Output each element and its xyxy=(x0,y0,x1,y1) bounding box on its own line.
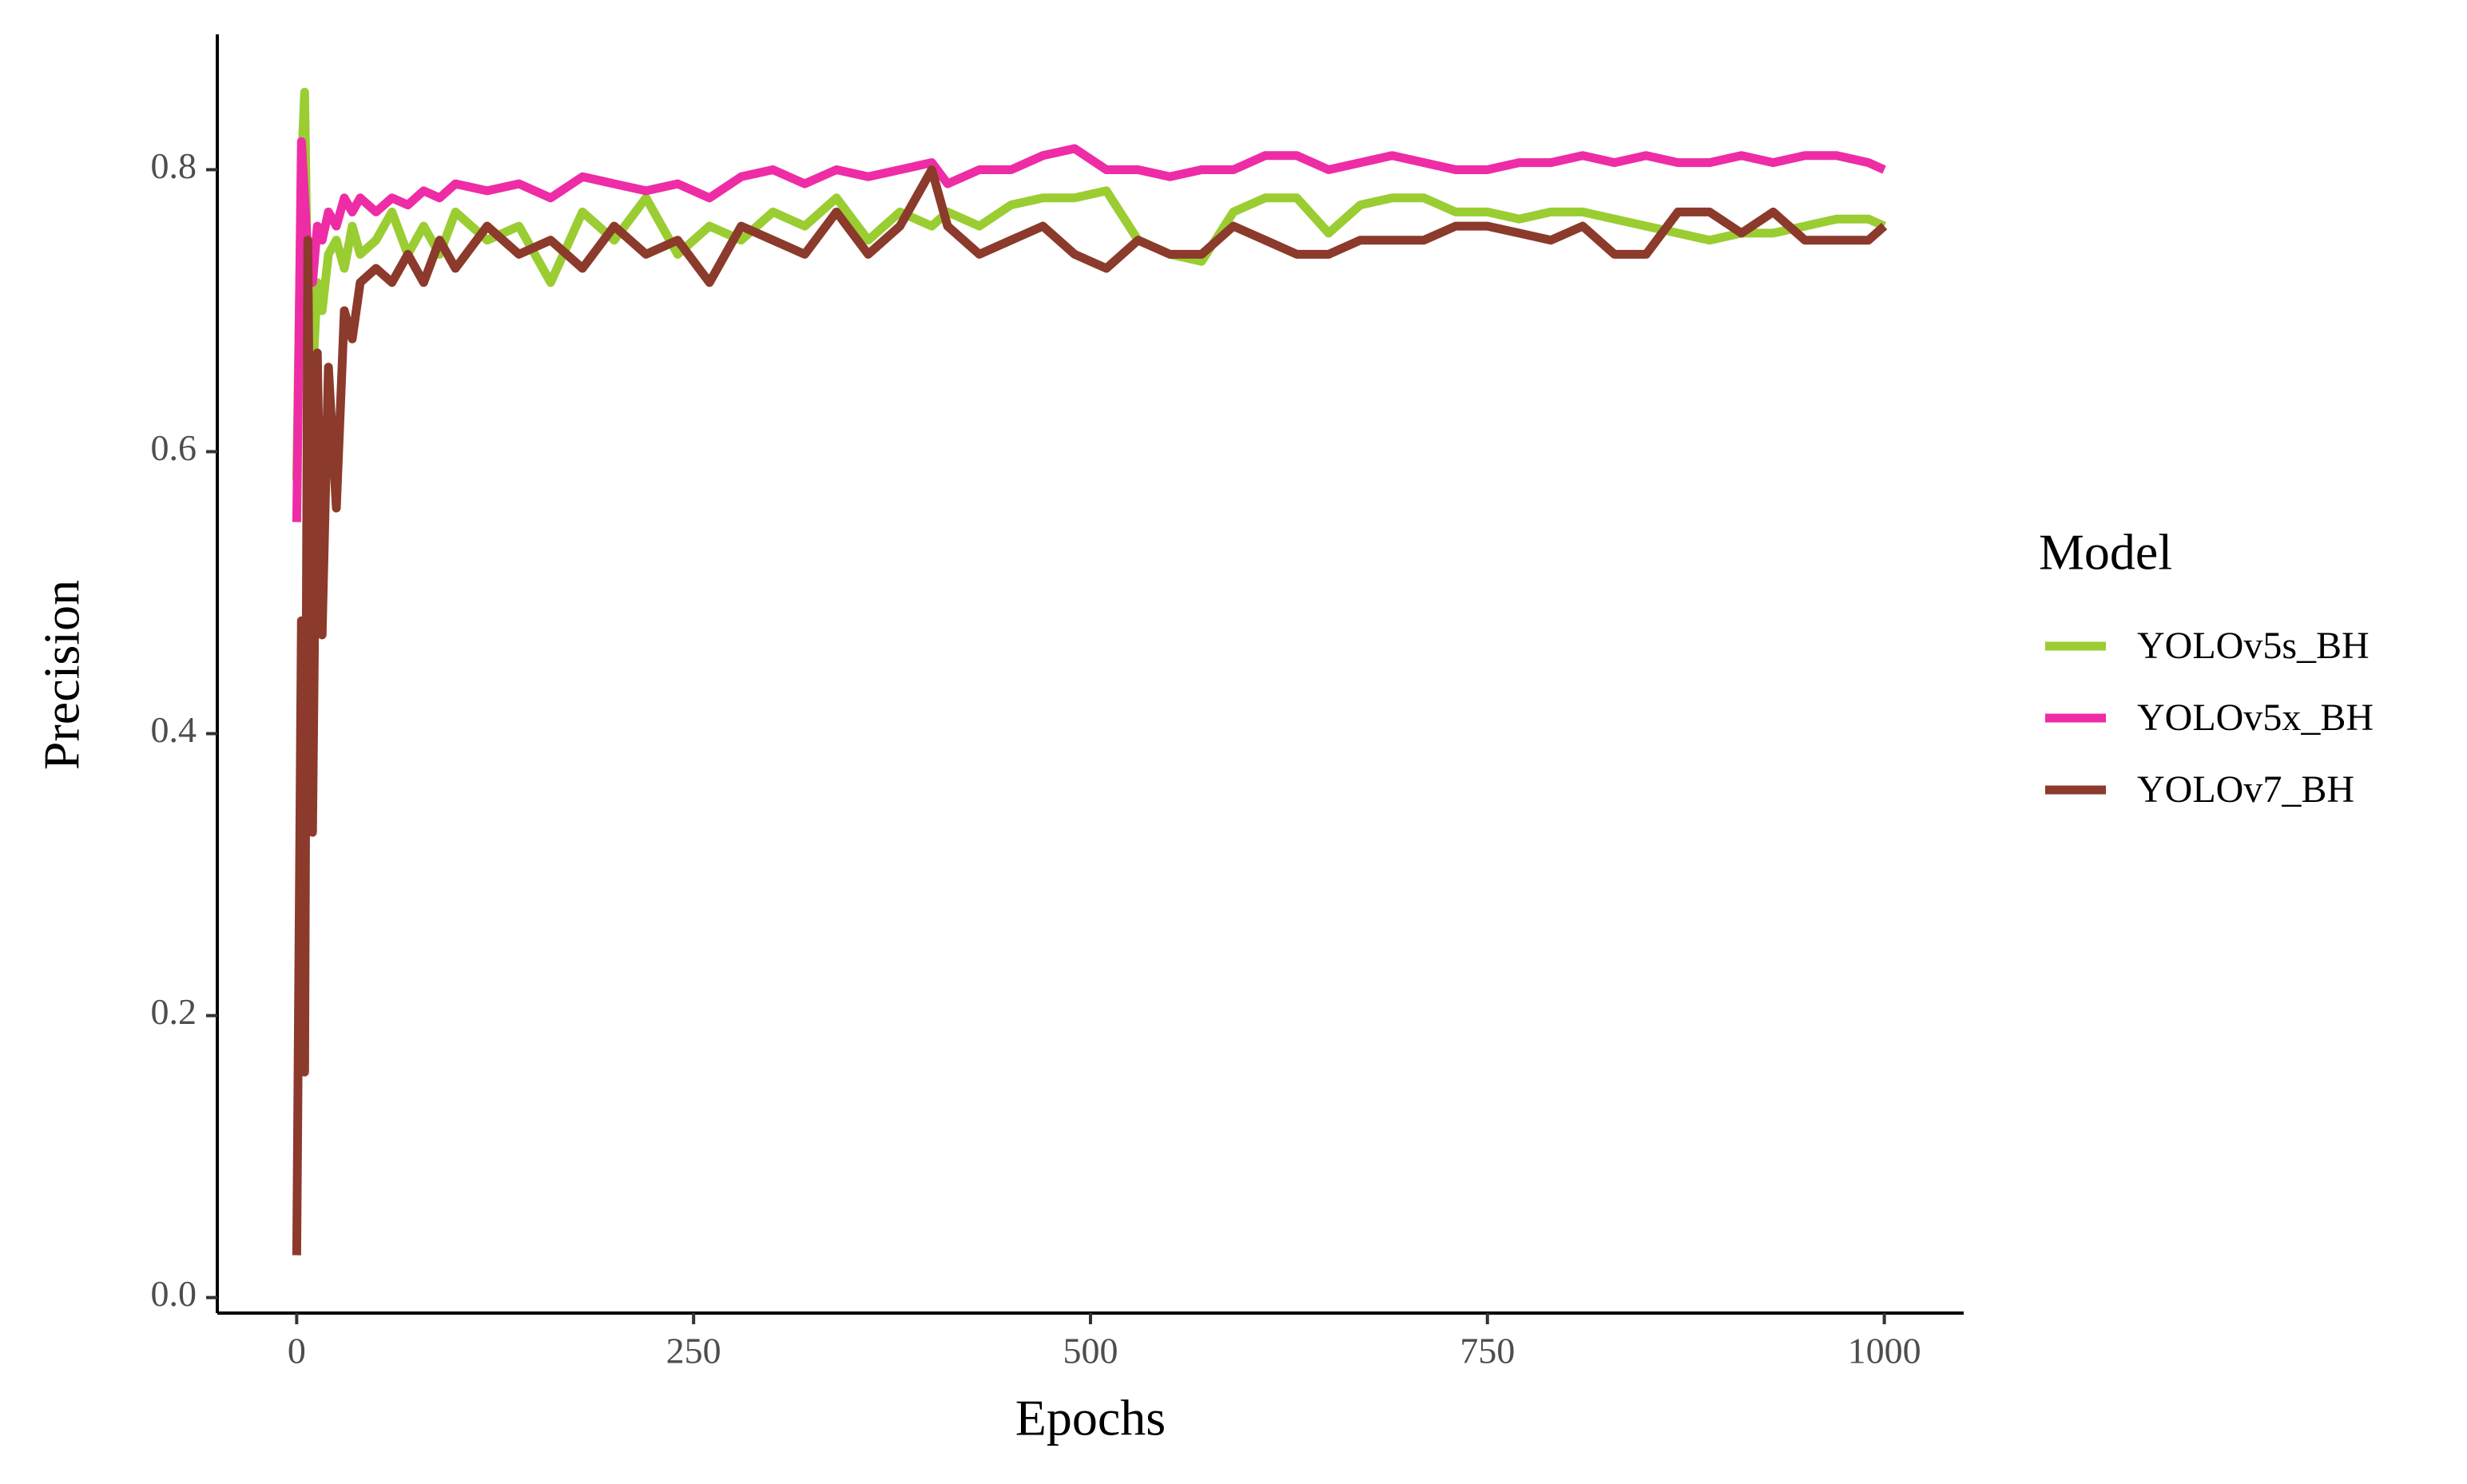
x-axis-title: Epochs xyxy=(1015,1390,1166,1446)
y-tick-label: 0.8 xyxy=(151,145,197,186)
y-axis-title: Precision xyxy=(34,580,90,770)
y-tick-label: 0.0 xyxy=(151,1273,197,1314)
series-line xyxy=(292,165,1888,1256)
legend-label: YOLOv7_BH xyxy=(2137,768,2354,811)
legend-title: Model xyxy=(2039,524,2172,581)
x-tick-label: 1000 xyxy=(1848,1331,1921,1371)
x-tick-label: 750 xyxy=(1460,1331,1515,1371)
x-tick-label: 250 xyxy=(666,1331,721,1371)
x-tick-label: 500 xyxy=(1063,1331,1118,1371)
y-tick-label: 0.6 xyxy=(151,427,197,468)
legend-label: YOLOv5s_BH xyxy=(2137,625,2370,667)
series-line xyxy=(292,137,1886,522)
y-tick-label: 0.2 xyxy=(151,991,197,1032)
series-line xyxy=(292,87,1886,480)
x-tick-label: 0 xyxy=(288,1331,306,1371)
y-tick-label: 0.4 xyxy=(151,709,197,750)
legend-label: YOLOv5x_BH xyxy=(2137,696,2374,739)
